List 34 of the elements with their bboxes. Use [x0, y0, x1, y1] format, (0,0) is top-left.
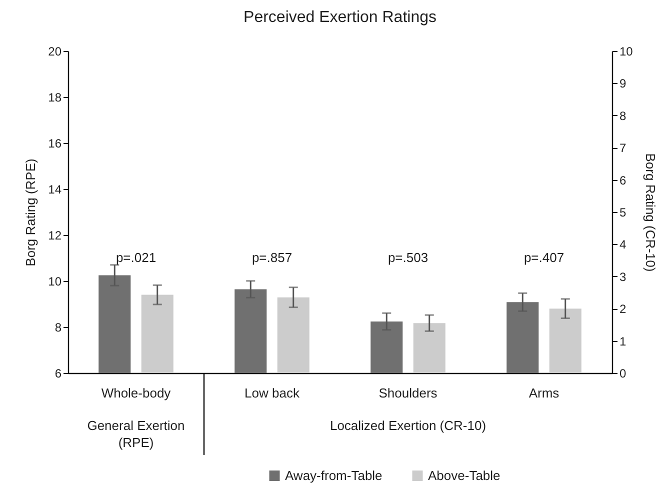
y2-tick-label: 7 — [620, 141, 626, 156]
y-tick-label: 8 — [54, 320, 62, 334]
y2-tick-label: 9 — [620, 76, 626, 91]
y2-tick-label: 0 — [620, 366, 626, 380]
legend-label: Away-from-Table — [285, 468, 382, 483]
text: Localized Exertion (CR-10) — [330, 418, 486, 433]
y-tick-label: 20 — [48, 44, 62, 58]
y-axis-title: Borg Rating (RPE) — [23, 158, 38, 266]
legend-label: Above-Table — [428, 468, 500, 483]
y-tick-label: 16 — [48, 136, 62, 150]
annotation: p=.857 — [252, 250, 292, 266]
x-tick-label: Shoulders — [378, 386, 438, 400]
text: General Exertion (RPE) — [87, 418, 185, 450]
x-tick-label: Low back — [244, 386, 300, 400]
y-tick-label: 18 — [48, 90, 62, 104]
y2-tick-label: 1 — [620, 334, 626, 348]
y2-tick-label: 8 — [620, 108, 626, 123]
y2-axis-title: Borg Rating (CR-10) — [642, 153, 658, 272]
y-tick-label: 14 — [48, 182, 62, 196]
annotation: p=.503 — [388, 250, 428, 266]
y-tick-label: 12 — [48, 228, 62, 242]
y2-tick-label: 6 — [620, 173, 626, 188]
y2-tick-label: 10 — [620, 44, 634, 58]
y-tick-label: 6 — [54, 366, 62, 380]
annotation: p=.407 — [524, 250, 564, 266]
chart-title: Perceived Exertion Ratings — [244, 9, 436, 26]
y2-tick-label: 4 — [620, 238, 626, 252]
y2-tick-label: 2 — [620, 302, 626, 316]
y-tick-label: 10 — [48, 274, 62, 288]
annotation: p=.021 — [116, 250, 156, 266]
x-tick-label: Arms — [528, 386, 560, 400]
y2-tick-label: 5 — [620, 206, 626, 220]
x-tick-label: Whole-body — [101, 386, 172, 400]
y2-tick-label: 3 — [620, 270, 626, 284]
